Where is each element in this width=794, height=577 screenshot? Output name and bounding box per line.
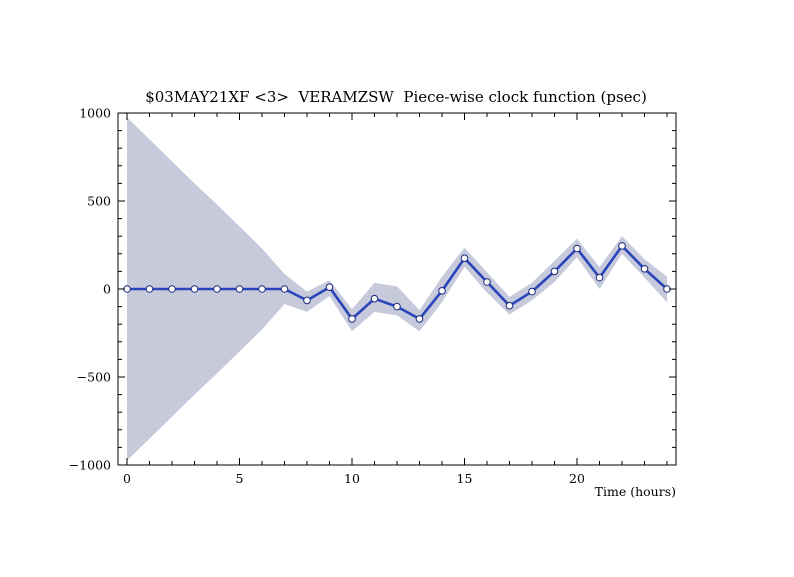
x-tick-label: 10	[344, 471, 360, 486]
data-point	[393, 302, 401, 311]
axis-layer: 0 5 10 15 20 −1000 −500 0 500 1000	[69, 106, 676, 486]
data-point	[550, 267, 559, 276]
data-point	[348, 315, 356, 323]
y-tick-label: −1000	[69, 458, 111, 473]
data-point	[303, 296, 311, 305]
chart-title: $03MAY21XF <3> VERAMZSW Piece-wise clock…	[145, 88, 647, 106]
data-point	[213, 285, 221, 293]
data-point-layer	[123, 242, 671, 323]
x-tick-label: 5	[236, 471, 244, 486]
data-point	[528, 287, 536, 296]
data-point	[505, 301, 514, 310]
y-tick-label: 500	[87, 194, 111, 209]
data-point	[415, 315, 424, 323]
data-point	[438, 287, 446, 295]
y-tick-label: 1000	[79, 106, 111, 121]
data-point	[325, 283, 334, 292]
x-axis-label: Time (hours)	[595, 484, 676, 499]
x-tick-label: 20	[569, 471, 585, 486]
x-tick-label: 15	[457, 471, 473, 486]
data-point	[168, 285, 176, 293]
data-point	[483, 278, 491, 286]
data-point	[460, 254, 469, 263]
x-tick-label: 0	[123, 471, 131, 486]
data-point	[640, 265, 649, 273]
y-tick-label: 0	[103, 282, 111, 297]
data-point	[618, 242, 626, 250]
data-point	[370, 294, 379, 303]
data-point	[235, 285, 244, 293]
data-point	[190, 285, 199, 293]
data-point	[258, 285, 266, 293]
data-point	[145, 285, 154, 293]
data-point	[595, 273, 604, 282]
uncertainty-band	[127, 117, 667, 461]
uncertainty-band-layer	[127, 117, 667, 461]
data-point	[280, 285, 289, 293]
y-tick-label: −500	[77, 370, 111, 385]
data-point	[573, 244, 581, 253]
